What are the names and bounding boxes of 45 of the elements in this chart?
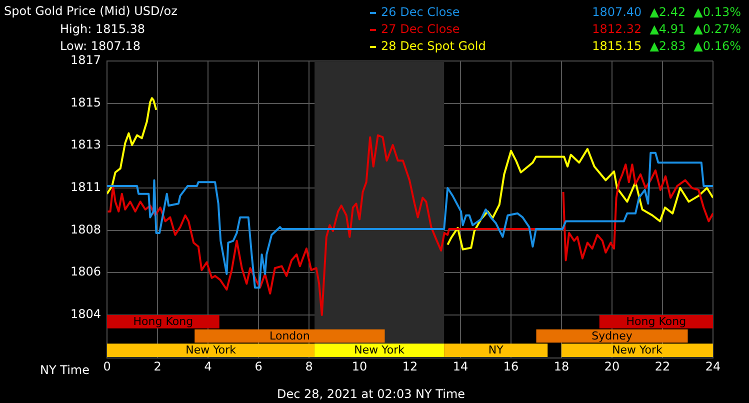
y-tick-label: 1804 [70, 307, 101, 322]
text: 1812.32 [592, 21, 643, 38]
y-tick-label: 1806 [70, 264, 101, 279]
x-tick-label: 14 [452, 359, 468, 374]
band-label: New York [354, 344, 406, 357]
text: ▲0.13% [694, 4, 742, 21]
text: ▲0.27% [694, 21, 742, 38]
text: ▲0.16% [694, 38, 742, 55]
legend-label: 28 Dec Spot Gold [381, 39, 486, 53]
text: ▲2.83 [650, 38, 687, 55]
band-label: NY [488, 344, 504, 357]
band-label: London [270, 329, 310, 342]
text: Low: 1807.18 [60, 38, 142, 55]
y-tick-label: 1811 [70, 180, 101, 194]
x-tick-label: 16 [503, 359, 519, 374]
text: 1815.15 [592, 38, 643, 55]
x-tick-label: 2 [154, 359, 162, 374]
text: High: 1815.38 [60, 21, 146, 38]
x-tick-label: 20 [604, 359, 620, 374]
x-tick-label: 0 [103, 359, 111, 374]
x-tick-label: 4 [204, 359, 212, 374]
chart-title: Spot Gold Price (Mid) USD/oz [4, 4, 178, 18]
y-tick-label: 1813 [70, 138, 101, 152]
band-label: Sydney [592, 329, 633, 342]
text: Dec 28, 2021 at 02:03 NY Time [277, 387, 466, 401]
legend-label: 27 Dec Close [381, 22, 460, 36]
x-tick-label: 18 [554, 359, 570, 374]
y-tick-label: 1808 [70, 222, 101, 237]
x-tick-label: 8 [305, 359, 313, 374]
y-tick-label: 1817 [70, 53, 101, 68]
x-tick-label: 10 [352, 359, 368, 374]
legend-label: 26 Dec Close [381, 5, 460, 19]
y-tick-label: 1815 [70, 96, 101, 110]
band-label: Hong Kong [133, 315, 194, 328]
text: ▲2.42 [650, 4, 687, 21]
text: ▲4.91 [650, 21, 687, 38]
x-tick-label: 24 [705, 359, 721, 374]
band-label: New York [612, 344, 664, 357]
x-axis-title: NY Time [40, 363, 90, 377]
x-tick-label: 12 [402, 359, 418, 374]
x-tick-label: 6 [254, 359, 262, 374]
x-tick-label: 22 [654, 359, 670, 374]
band-label: Hong Kong [626, 315, 686, 328]
band-label: New York [186, 344, 237, 357]
text: 1807.40 [592, 4, 643, 21]
